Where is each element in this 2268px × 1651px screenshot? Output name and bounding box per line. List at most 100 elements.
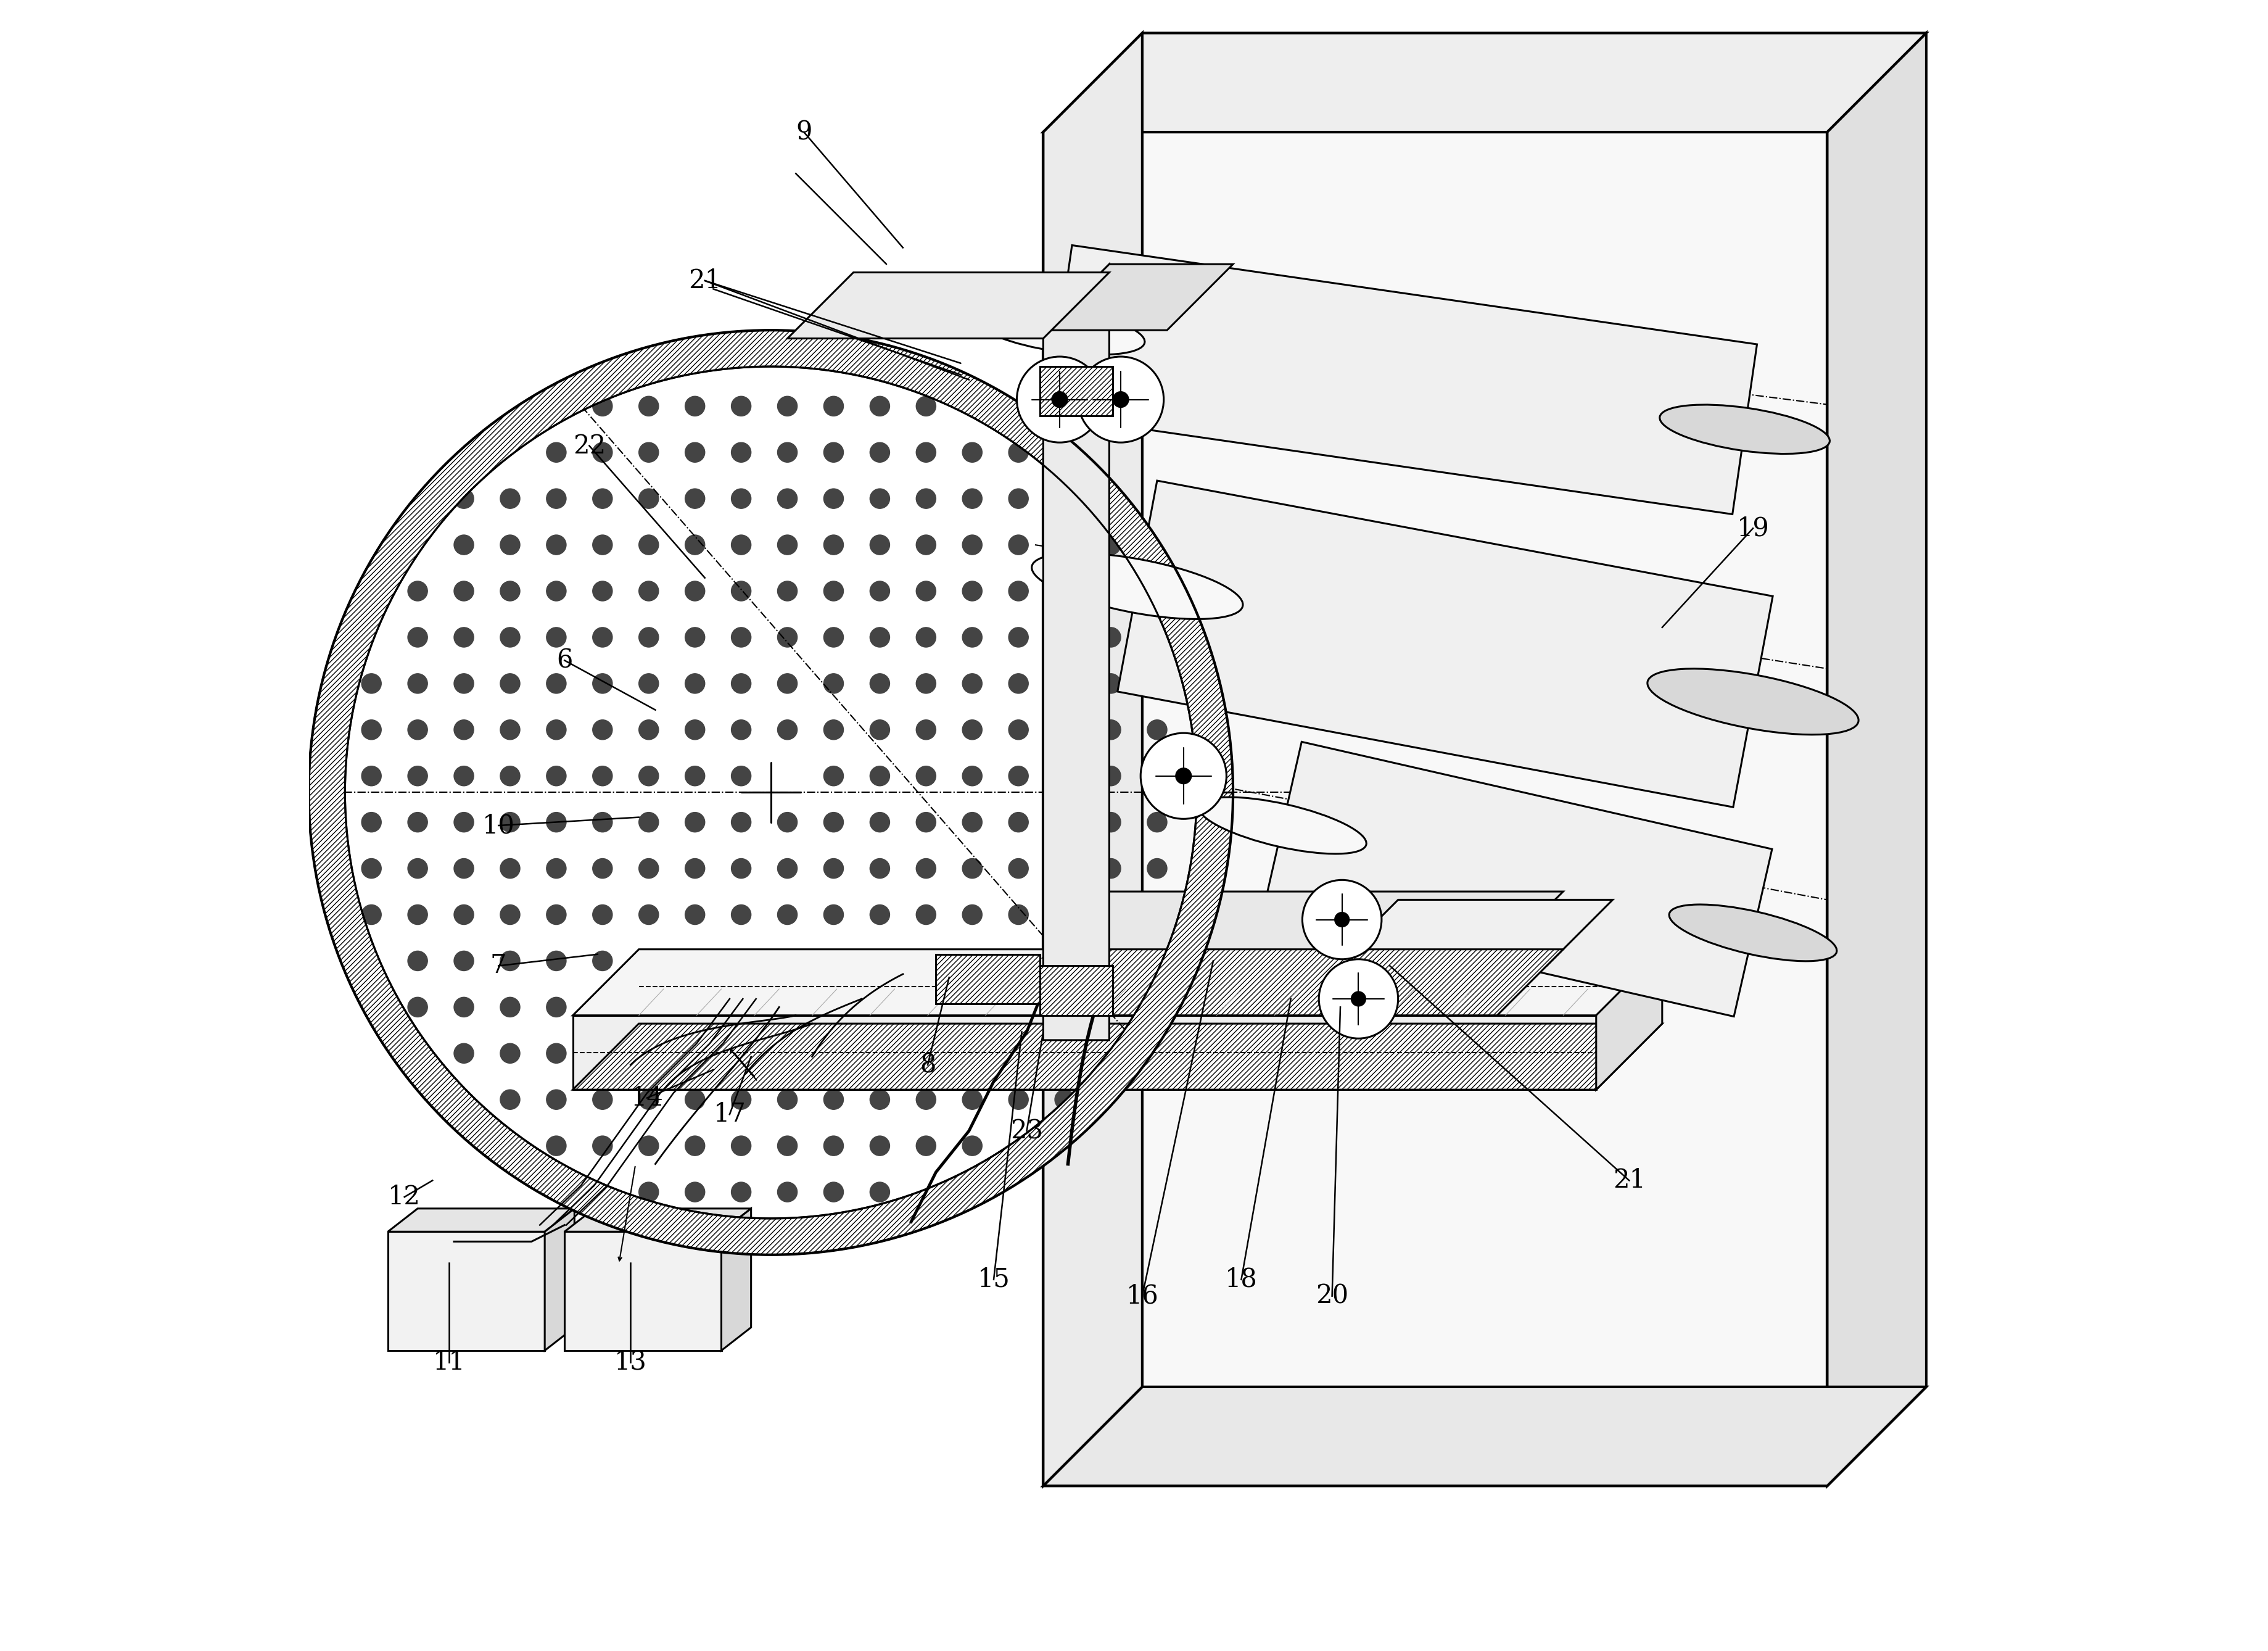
Polygon shape — [1041, 367, 1114, 416]
Circle shape — [823, 720, 844, 740]
Circle shape — [547, 905, 567, 925]
Circle shape — [1009, 442, 1027, 462]
Circle shape — [547, 1043, 567, 1063]
Circle shape — [1055, 812, 1075, 832]
Text: 23: 23 — [1009, 1118, 1043, 1144]
Polygon shape — [1043, 264, 1234, 330]
Circle shape — [1009, 535, 1027, 555]
Circle shape — [823, 1043, 844, 1063]
Circle shape — [454, 581, 474, 601]
Circle shape — [962, 442, 982, 462]
Circle shape — [592, 535, 612, 555]
Circle shape — [1009, 720, 1027, 740]
Circle shape — [871, 442, 889, 462]
Text: 9: 9 — [796, 119, 812, 145]
Circle shape — [916, 997, 937, 1017]
Circle shape — [730, 812, 751, 832]
Circle shape — [547, 859, 567, 878]
Circle shape — [1055, 581, 1075, 601]
Circle shape — [962, 581, 982, 601]
Circle shape — [1100, 812, 1120, 832]
Circle shape — [454, 720, 474, 740]
Circle shape — [1055, 951, 1075, 971]
Text: 13: 13 — [615, 1349, 646, 1375]
Circle shape — [871, 674, 889, 693]
Polygon shape — [565, 1232, 721, 1351]
Circle shape — [501, 905, 519, 925]
Circle shape — [916, 1043, 937, 1063]
Text: 6: 6 — [556, 647, 574, 674]
Circle shape — [823, 581, 844, 601]
Text: 19: 19 — [1737, 515, 1769, 542]
Circle shape — [408, 674, 429, 693]
Polygon shape — [565, 1209, 751, 1232]
Circle shape — [640, 859, 658, 878]
Circle shape — [962, 997, 982, 1017]
Circle shape — [640, 812, 658, 832]
Circle shape — [778, 442, 798, 462]
Circle shape — [1009, 1043, 1027, 1063]
Circle shape — [962, 535, 982, 555]
Polygon shape — [1041, 966, 1114, 1015]
Text: 15: 15 — [978, 1266, 1009, 1293]
Circle shape — [408, 997, 429, 1017]
Circle shape — [1100, 905, 1120, 925]
Circle shape — [640, 720, 658, 740]
Circle shape — [730, 535, 751, 555]
Circle shape — [592, 627, 612, 647]
Circle shape — [730, 627, 751, 647]
Circle shape — [823, 674, 844, 693]
Circle shape — [1302, 880, 1381, 959]
Circle shape — [1100, 997, 1120, 1017]
Circle shape — [685, 627, 705, 647]
Circle shape — [871, 581, 889, 601]
Circle shape — [871, 1136, 889, 1156]
Circle shape — [916, 1090, 937, 1109]
Circle shape — [1100, 627, 1120, 647]
Circle shape — [871, 720, 889, 740]
Circle shape — [962, 489, 982, 509]
Circle shape — [547, 720, 567, 740]
Circle shape — [1052, 391, 1068, 408]
Circle shape — [1055, 905, 1075, 925]
Circle shape — [408, 581, 429, 601]
Ellipse shape — [1200, 797, 1365, 854]
Circle shape — [501, 535, 519, 555]
Circle shape — [1009, 812, 1027, 832]
Circle shape — [871, 951, 889, 971]
Circle shape — [454, 1043, 474, 1063]
Circle shape — [778, 581, 798, 601]
Circle shape — [871, 489, 889, 509]
Circle shape — [778, 535, 798, 555]
Text: 14: 14 — [631, 1085, 662, 1111]
Text: 8: 8 — [919, 1052, 937, 1078]
Polygon shape — [1048, 246, 1758, 513]
Circle shape — [1114, 391, 1129, 408]
Circle shape — [871, 997, 889, 1017]
Circle shape — [361, 859, 381, 878]
Circle shape — [454, 997, 474, 1017]
Circle shape — [361, 905, 381, 925]
Polygon shape — [1263, 741, 1771, 1017]
Circle shape — [1009, 905, 1027, 925]
Circle shape — [501, 1090, 519, 1109]
Circle shape — [1055, 1043, 1075, 1063]
Text: 18: 18 — [1225, 1266, 1256, 1293]
Circle shape — [823, 951, 844, 971]
Circle shape — [454, 535, 474, 555]
Circle shape — [916, 1136, 937, 1156]
Circle shape — [592, 1043, 612, 1063]
Circle shape — [730, 581, 751, 601]
Circle shape — [640, 627, 658, 647]
Polygon shape — [1118, 480, 1774, 807]
Circle shape — [916, 905, 937, 925]
Circle shape — [916, 766, 937, 786]
Circle shape — [408, 766, 429, 786]
Circle shape — [501, 951, 519, 971]
Circle shape — [871, 396, 889, 416]
Circle shape — [730, 1043, 751, 1063]
Circle shape — [1009, 951, 1027, 971]
Polygon shape — [574, 1024, 1662, 1090]
Polygon shape — [1043, 892, 1563, 958]
Circle shape — [592, 766, 612, 786]
